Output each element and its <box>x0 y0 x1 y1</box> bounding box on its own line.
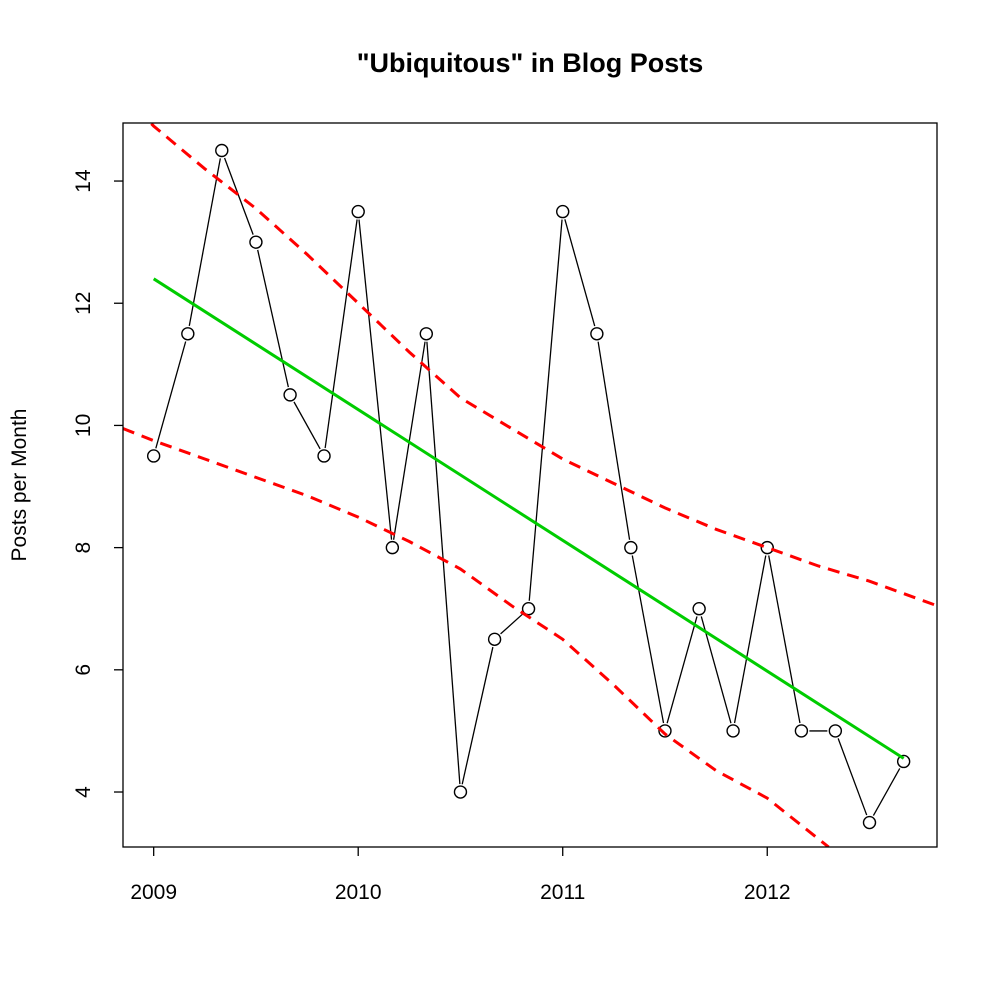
chart-title: "Ubiquitous" in Blog Posts <box>357 48 704 78</box>
y-tick-label: 4 <box>72 786 95 798</box>
series-segment <box>358 219 393 540</box>
x-tick-label: 2010 <box>335 881 382 904</box>
series-segment <box>426 341 461 785</box>
series-segment <box>733 555 767 724</box>
data-point <box>249 235 263 249</box>
y-tick-label: 8 <box>72 542 95 554</box>
series-segment <box>837 738 868 816</box>
series-segment <box>666 616 698 724</box>
series-segment <box>188 158 221 327</box>
series-segment <box>324 219 358 449</box>
series-layer <box>123 123 937 847</box>
y-axis-label: Posts per Month <box>8 409 31 562</box>
data-point <box>521 602 536 616</box>
x-tick-label: 2009 <box>130 881 177 904</box>
data-point <box>181 327 195 341</box>
data-point <box>862 815 877 830</box>
data-point <box>794 724 809 738</box>
data-point <box>828 724 843 738</box>
series-segment <box>528 219 563 601</box>
confidence-band-line <box>148 123 937 608</box>
plot-frame <box>122 122 938 848</box>
data-point <box>351 204 365 219</box>
confidence-band-line <box>123 427 830 847</box>
data-point <box>896 754 911 769</box>
data-point <box>215 143 229 158</box>
series-segment <box>223 157 254 235</box>
y-tick-label: 12 <box>72 292 95 315</box>
series-segment <box>564 219 596 327</box>
axes-layer: 2009 2010 2011 2012 4 6 8 10 12 14 <box>72 169 791 904</box>
y-tick-label: 14 <box>72 169 95 193</box>
series-segment <box>257 249 289 388</box>
series-segment <box>597 341 631 540</box>
series-segment <box>155 341 187 449</box>
y-tick-label: 10 <box>72 414 95 437</box>
series-segment <box>500 613 524 635</box>
data-point <box>692 602 706 616</box>
data-point <box>658 724 672 738</box>
data-point <box>556 204 570 219</box>
data-point <box>590 327 604 341</box>
data-point <box>146 449 161 463</box>
series-segment <box>631 555 665 724</box>
data-point <box>453 785 468 799</box>
y-tick-label: 6 <box>72 664 95 676</box>
x-tick-label: 2012 <box>744 881 791 904</box>
series-segment <box>293 401 321 450</box>
series-segment <box>700 616 732 724</box>
data-point <box>726 724 740 738</box>
data-point <box>283 388 297 402</box>
trend-line <box>152 277 905 760</box>
data-point <box>624 540 638 555</box>
series-segment <box>461 646 494 785</box>
data-point <box>385 540 400 555</box>
data-point <box>760 540 774 555</box>
series-segment <box>768 555 801 724</box>
x-tick-label: 2011 <box>540 881 585 904</box>
data-point <box>487 632 502 646</box>
series-segment <box>872 768 901 816</box>
data-point <box>317 449 331 463</box>
data-point <box>419 327 434 341</box>
